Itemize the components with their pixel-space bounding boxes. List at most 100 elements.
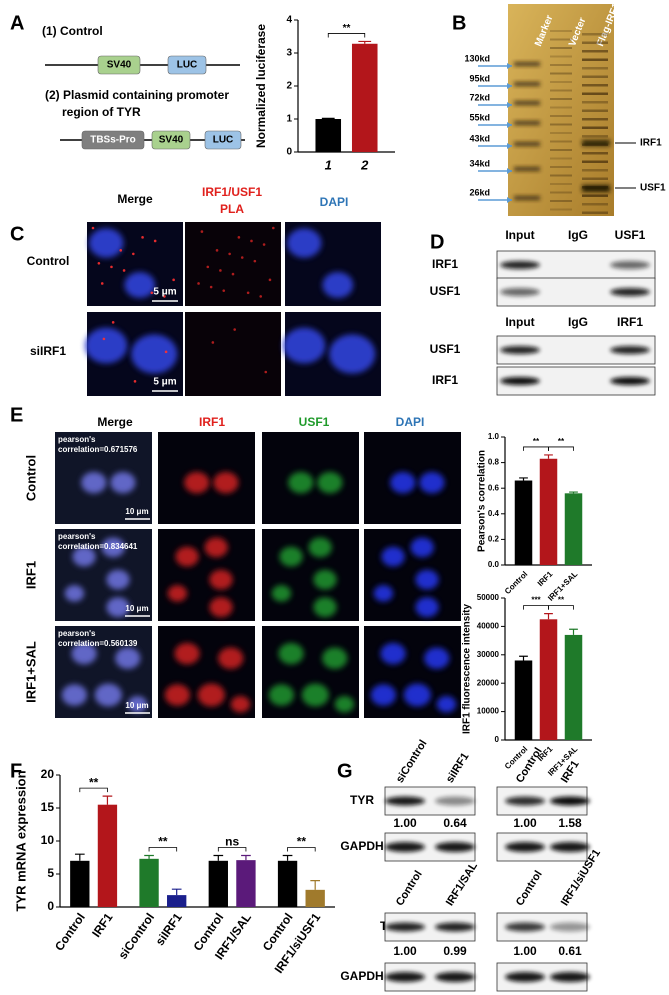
label: Control <box>27 254 70 268</box>
blot-band <box>435 972 475 982</box>
cell <box>288 471 314 494</box>
label: IgG <box>568 315 588 329</box>
arrow-head <box>507 102 512 108</box>
label: DAPI <box>396 415 425 429</box>
label: IRF1/SAL <box>444 860 480 908</box>
cell <box>415 569 439 590</box>
y-tick-label: 0 <box>495 735 500 744</box>
gel-band <box>582 160 608 163</box>
y-tick-label: 40000 <box>477 622 500 631</box>
cell <box>167 585 188 602</box>
significance-bracket <box>327 33 366 38</box>
micrograph <box>185 222 281 306</box>
gel-band <box>550 89 572 92</box>
marker-label: 26kd <box>469 187 490 197</box>
error-bar <box>519 477 528 481</box>
label: Input <box>505 228 534 242</box>
error-bar <box>569 491 578 494</box>
label: SV40 <box>159 135 184 146</box>
gel-band <box>582 58 608 61</box>
significance-bracket <box>548 446 574 451</box>
label: GAPDH <box>340 839 383 853</box>
cell <box>322 647 348 669</box>
significance-bracket <box>217 847 247 852</box>
signal-dot <box>153 239 157 243</box>
blot-band <box>500 261 540 269</box>
label: 10 μm <box>125 701 148 710</box>
bar <box>514 660 533 740</box>
panel-letter: C <box>10 223 24 245</box>
cell <box>436 695 457 713</box>
label: 10 μm <box>125 507 148 516</box>
bar <box>564 634 583 740</box>
y-tick-label: 0.6 <box>488 483 500 492</box>
cell <box>218 647 244 669</box>
panel-letter: E <box>10 404 23 426</box>
label: LUC <box>213 135 234 146</box>
label: siControl <box>394 738 430 785</box>
label: (1) Control <box>42 24 103 38</box>
blot-band <box>500 377 540 385</box>
y-tick-label: 1.0 <box>488 432 500 441</box>
panel-letter: A <box>10 12 24 34</box>
y-tick-label: 0.4 <box>488 509 500 518</box>
gel-band <box>550 72 572 75</box>
label: siIRF1 <box>30 344 66 358</box>
bar <box>305 889 325 907</box>
gel-band <box>550 157 572 160</box>
label: IRF1 <box>199 415 225 429</box>
x-tick-label: 1 <box>325 157 332 172</box>
y-axis-label: Pearson's correlation <box>477 450 488 552</box>
bar <box>139 858 159 907</box>
significance-label: ** <box>343 23 351 34</box>
cell <box>329 334 376 374</box>
cell <box>278 642 304 665</box>
gel-band <box>582 177 608 180</box>
signal-dot <box>97 261 101 265</box>
blot-band <box>435 842 475 852</box>
label: TYR <box>350 793 374 807</box>
cell <box>204 537 228 558</box>
cell <box>283 327 326 364</box>
gel-band <box>514 167 540 171</box>
label: correlation=0.671576 <box>58 445 138 454</box>
cell <box>373 585 394 602</box>
cell <box>381 546 405 567</box>
signal-dot <box>262 243 266 246</box>
y-tick-label: 30000 <box>477 650 500 659</box>
cell <box>85 327 128 364</box>
signal-dot <box>268 278 272 282</box>
cell <box>72 546 96 567</box>
construct-box <box>81 130 145 150</box>
marker-label: 43kd <box>469 133 490 143</box>
gel-band <box>582 75 608 78</box>
signal-dot <box>237 236 241 239</box>
label: IRF1 <box>23 561 38 589</box>
label: USF1 <box>430 284 461 298</box>
signal-dot <box>133 380 137 383</box>
cell <box>81 471 107 494</box>
gel-band <box>582 33 608 36</box>
bar <box>514 480 533 565</box>
signal-dot <box>119 249 123 252</box>
gel-band <box>550 64 572 66</box>
bar <box>351 43 378 153</box>
signal-dot <box>163 295 166 298</box>
marker-label: 130kd <box>464 53 490 63</box>
blot-band <box>550 972 590 982</box>
bar <box>167 895 187 907</box>
cell <box>279 546 303 567</box>
signal-dot <box>110 265 113 269</box>
x-tick-label: Control <box>52 911 88 954</box>
blot-band <box>500 288 540 296</box>
bar <box>208 860 228 907</box>
gel-band <box>550 132 572 134</box>
cell <box>301 683 329 707</box>
construct-box <box>97 55 141 75</box>
signal-dot <box>264 370 268 374</box>
y-axis-label: TYR mRNA expression <box>13 770 28 911</box>
error-bar <box>310 880 321 890</box>
gel-band <box>550 191 572 194</box>
cell <box>403 683 431 707</box>
